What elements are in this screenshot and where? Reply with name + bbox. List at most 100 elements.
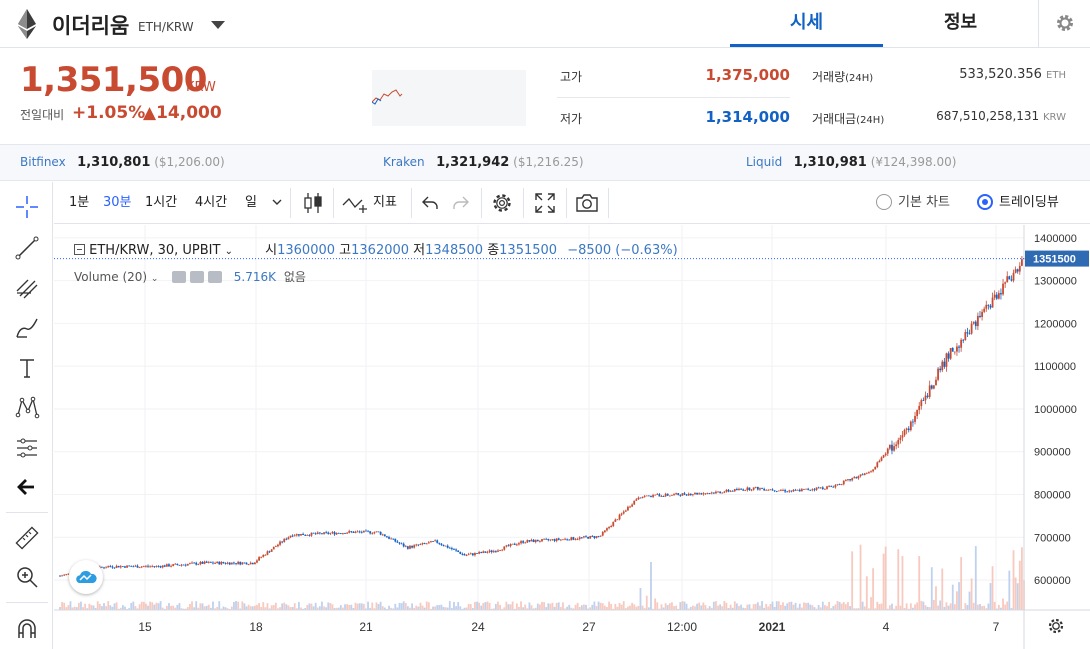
- tradingview-label[interactable]: 트레이딩뷰: [999, 195, 1059, 210]
- candle-body: [478, 552, 481, 554]
- volume-bar: [124, 606, 126, 610]
- legend-close: 1351500: [499, 243, 558, 258]
- volume-bar: [165, 605, 168, 610]
- volume-bar: [924, 605, 927, 610]
- candle-body: [329, 533, 332, 534]
- candle-body: [530, 539, 533, 542]
- candle-body: [103, 567, 105, 569]
- candle-body: [518, 543, 520, 545]
- volume-settings-icon[interactable]: [190, 271, 205, 283]
- collapse-legend-icon[interactable]: [74, 244, 85, 255]
- candle-body: [706, 493, 709, 494]
- price-chart[interactable]: 600000 700000 800000 900000 1000000 1100000 12…: [54, 225, 1090, 649]
- candle-body: [277, 544, 279, 547]
- volume-bar: [606, 607, 608, 610]
- settings-button[interactable]: [1038, 0, 1090, 47]
- coin-dropdown-icon[interactable]: [210, 20, 226, 30]
- volume-bar: [423, 607, 426, 610]
- candle-body: [696, 492, 698, 495]
- volume-bar: [486, 601, 489, 610]
- tab-info[interactable]: 정보: [943, 12, 978, 33]
- candle-body: [786, 491, 789, 493]
- interval-4h[interactable]: 4시간: [195, 195, 228, 210]
- candle-body: [689, 493, 692, 496]
- volume-bar: [203, 606, 206, 610]
- candle-body: [935, 379, 937, 386]
- tradingview-logo[interactable]: [69, 560, 103, 594]
- tradingview-radio[interactable]: [977, 194, 993, 210]
- measure-tool[interactable]: [9, 521, 45, 555]
- volume-bar: [654, 598, 657, 610]
- symbol-chevron-icon[interactable]: ⌄: [224, 246, 233, 257]
- candle-body: [564, 538, 566, 540]
- volume-bar: [652, 608, 654, 610]
- chart-settings-icon[interactable]: [491, 192, 513, 214]
- candle-body: [924, 395, 927, 401]
- volume-bar: [348, 604, 351, 610]
- redo-icon[interactable]: [452, 194, 470, 212]
- volume-bar: [631, 602, 634, 610]
- candle-body: [228, 562, 231, 565]
- interval-1d[interactable]: 일: [245, 195, 257, 210]
- x-tick-label: 15: [138, 620, 152, 634]
- brush-tool[interactable]: [9, 311, 45, 345]
- crosshair-tool[interactable]: [9, 190, 45, 224]
- magnet-tool[interactable]: [9, 612, 45, 646]
- volume-bar: [142, 601, 145, 610]
- candle-body: [283, 538, 286, 543]
- basic-chart-radio[interactable]: [876, 194, 892, 210]
- prediction-tool[interactable]: [9, 431, 45, 465]
- candle-body: [409, 545, 411, 549]
- interval-1h[interactable]: 1시간: [145, 195, 178, 210]
- candle-body: [612, 521, 615, 526]
- candle-body: [373, 532, 376, 534]
- pattern-tool[interactable]: [9, 391, 45, 425]
- undo-icon[interactable]: [421, 194, 439, 212]
- candle-body: [235, 563, 237, 564]
- chevron-down-icon[interactable]: [272, 199, 282, 207]
- candle-body: [1012, 272, 1015, 281]
- zoom-tool[interactable]: [9, 560, 45, 594]
- volume-bar: [624, 608, 627, 610]
- volume-visibility-icon[interactable]: [172, 271, 187, 283]
- tab-price[interactable]: 시세: [730, 0, 883, 47]
- volume-bar: [536, 603, 539, 610]
- axis-settings-icon[interactable]: [1047, 617, 1065, 635]
- volume-bar: [725, 602, 728, 610]
- fullscreen-icon[interactable]: [534, 192, 556, 214]
- basic-chart-label[interactable]: 기본 차트: [898, 195, 950, 210]
- candle-body: [549, 539, 552, 541]
- candle-body: [383, 534, 386, 537]
- text-tool[interactable]: [9, 351, 45, 385]
- camera-icon[interactable]: [575, 192, 599, 214]
- volume-bar: [700, 605, 703, 610]
- candle-body: [438, 542, 441, 544]
- volume-bar: [184, 608, 187, 610]
- volume-bar: [893, 608, 895, 610]
- candle-body: [620, 513, 623, 515]
- candle-body: [379, 531, 382, 535]
- volume-bar: [170, 605, 172, 610]
- candle-body: [427, 542, 430, 544]
- symbol-label[interactable]: ETH/KRW, 30, UPBIT: [89, 243, 221, 258]
- low-value: 1,314,000: [705, 108, 790, 126]
- volume-bar: [136, 608, 139, 610]
- candle-body: [480, 552, 483, 553]
- candle-body: [354, 531, 357, 533]
- volume-bar: [673, 606, 675, 610]
- candlestick-icon[interactable]: [302, 191, 324, 215]
- interval-1m[interactable]: 1분: [69, 195, 90, 210]
- volume-bar: [729, 604, 732, 610]
- pitchfork-tool[interactable]: [9, 271, 45, 305]
- interval-30m[interactable]: 30분: [103, 195, 132, 210]
- hide-toolbar-button[interactable]: [9, 470, 45, 504]
- volume-bar: [660, 604, 663, 610]
- chart-area[interactable]: 600000 700000 800000 900000 1000000 1100000 12…: [54, 225, 1090, 649]
- volume-close-icon[interactable]: [207, 271, 222, 283]
- trend-line-tool[interactable]: [9, 231, 45, 265]
- volume-chevron-icon[interactable]: ⌄: [150, 274, 159, 284]
- volume-bar: [111, 606, 114, 610]
- volume-bar: [664, 603, 667, 610]
- volume-bar: [75, 607, 78, 610]
- candle-body: [536, 539, 539, 542]
